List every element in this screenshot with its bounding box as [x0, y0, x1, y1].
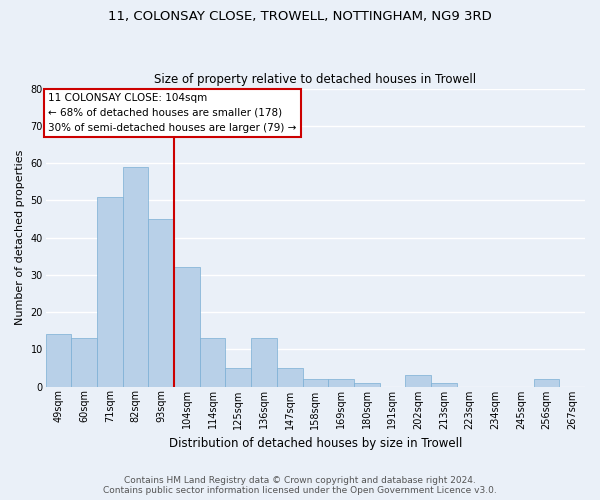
Bar — [354, 383, 380, 386]
Bar — [123, 167, 148, 386]
Bar — [174, 268, 200, 386]
Text: 11, COLONSAY CLOSE, TROWELL, NOTTINGHAM, NG9 3RD: 11, COLONSAY CLOSE, TROWELL, NOTTINGHAM,… — [108, 10, 492, 23]
Text: Contains HM Land Registry data © Crown copyright and database right 2024.
Contai: Contains HM Land Registry data © Crown c… — [103, 476, 497, 495]
Text: 11 COLONSAY CLOSE: 104sqm
← 68% of detached houses are smaller (178)
30% of semi: 11 COLONSAY CLOSE: 104sqm ← 68% of detac… — [49, 93, 297, 132]
Bar — [97, 196, 123, 386]
Bar — [46, 334, 71, 386]
Bar — [431, 383, 457, 386]
Bar — [328, 379, 354, 386]
Bar — [533, 379, 559, 386]
Bar — [277, 368, 302, 386]
Bar — [200, 338, 226, 386]
Title: Size of property relative to detached houses in Trowell: Size of property relative to detached ho… — [154, 73, 476, 86]
Y-axis label: Number of detached properties: Number of detached properties — [15, 150, 25, 325]
Bar — [71, 338, 97, 386]
Bar — [251, 338, 277, 386]
Bar — [226, 368, 251, 386]
Bar — [302, 379, 328, 386]
Bar — [148, 219, 174, 386]
X-axis label: Distribution of detached houses by size in Trowell: Distribution of detached houses by size … — [169, 437, 462, 450]
Bar — [405, 376, 431, 386]
